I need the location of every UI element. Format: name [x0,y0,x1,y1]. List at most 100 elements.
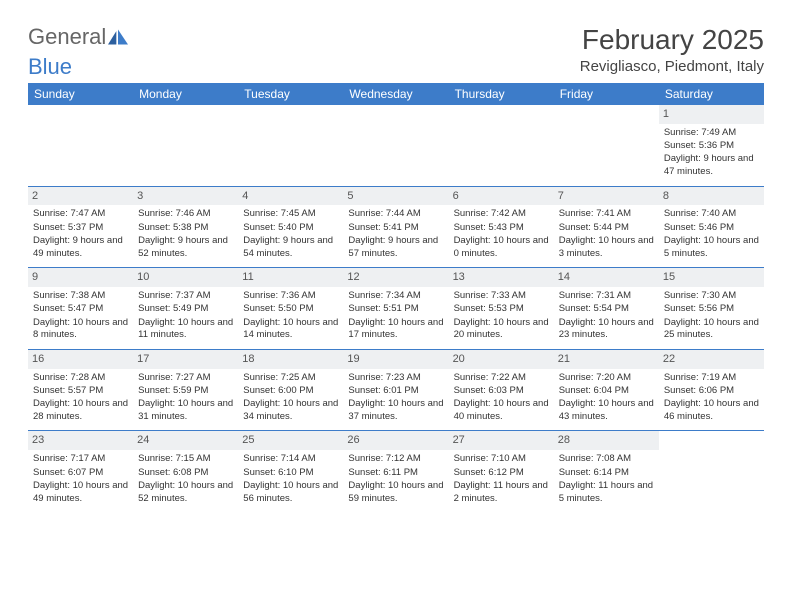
day-cell: 22 Sunrise: 7:19 AMSunset: 6:06 PMDayligh… [659,350,764,431]
day-info: Sunrise: 7:45 AMSunset: 5:40 PMDaylight:… [242,208,339,260]
day-number: 28 [554,431,659,450]
day-cell: 16Sunrise: 7:28 AMSunset: 5:57 PMDayligh… [28,350,133,431]
calendar-grid: SundayMondayTuesdayWednesdayThursdayFrid… [28,83,764,512]
daylight-line: Daylight: 10 hours and 23 minutes. [559,317,654,343]
sunset-line: Sunset: 5:50 PM [243,303,338,316]
sunset-line: Sunset: 5:44 PM [559,222,654,235]
day-cell: 5Sunrise: 7:44 AMSunset: 5:41 PMDaylight… [343,187,448,268]
sunrise-line: Sunrise: 7:37 AM [138,290,233,303]
daylight-line: Daylight: 9 hours and 49 minutes. [33,235,128,261]
daylight-line: Daylight: 10 hours and 3 minutes. [559,235,654,261]
day-info: Sunrise: 7:31 AMSunset: 5:54 PMDaylight:… [558,290,655,342]
week-row: 1 Sunrise: 7:49 AMSunset: 5:36 PMDaylight… [28,105,764,186]
daylight-line: Daylight: 10 hours and 5 minutes. [664,235,759,261]
sunrise-line: Sunrise: 7:23 AM [348,372,443,385]
day-number: 3 [133,187,238,206]
daylight-line: Daylight: 10 hours and 40 minutes. [454,398,549,424]
day-number: 22 [659,350,764,369]
day-info: Sunrise: 7:34 AMSunset: 5:51 PMDaylight:… [347,290,444,342]
sunset-line: Sunset: 5:37 PM [33,222,128,235]
day-cell: 17Sunrise: 7:27 AMSunset: 5:59 PMDayligh… [133,350,238,431]
sunrise-line: Sunrise: 7:20 AM [559,372,654,385]
sunrise-line: Sunrise: 7:27 AM [138,372,233,385]
sunrise-line: Sunrise: 7:19 AM [664,372,759,385]
sunset-line: Sunset: 6:00 PM [243,385,338,398]
daylight-line: Daylight: 9 hours and 52 minutes. [138,235,233,261]
sunset-line: Sunset: 5:43 PM [454,222,549,235]
week-row: 2Sunrise: 7:47 AMSunset: 5:37 PMDaylight… [28,186,764,268]
day-cell: 20Sunrise: 7:22 AMSunset: 6:03 PMDayligh… [449,350,554,431]
sunset-line: Sunset: 5:57 PM [33,385,128,398]
day-info: Sunrise: 7:49 AMSunset: 5:36 PMDaylight:… [663,127,760,179]
day-number: 23 [28,431,133,450]
day-cell: 27 Sunrise: 7:10 AMSunset: 6:12 PMDayligh… [449,431,554,512]
daylight-line: Daylight: 11 hours and 2 minutes. [454,480,549,506]
day-cell [554,105,659,186]
daylight-line: Daylight: 10 hours and 34 minutes. [243,398,338,424]
calendar-page: General February 2025 Revigliasco, Piedm… [0,0,792,536]
day-cell: 28 Sunrise: 7:08 AMSunset: 6:14 PMDayligh… [554,431,659,512]
sunrise-line: Sunrise: 7:25 AM [243,372,338,385]
sunset-line: Sunset: 5:53 PM [454,303,549,316]
sunrise-line: Sunrise: 7:28 AM [33,372,128,385]
day-info: Sunrise: 7:20 AMSunset: 6:04 PMDaylight:… [558,372,655,424]
sunrise-line: Sunrise: 7:10 AM [454,453,549,466]
day-number: 25 [238,431,343,450]
day-info: Sunrise: 7:08 AMSunset: 6:14 PMDaylight:… [558,453,655,505]
day-cell [133,105,238,186]
day-info: Sunrise: 7:38 AMSunset: 5:47 PMDaylight:… [32,290,129,342]
day-info: Sunrise: 7:28 AMSunset: 5:57 PMDaylight:… [32,372,129,424]
sunset-line: Sunset: 5:51 PM [348,303,443,316]
day-cell: 15Sunrise: 7:30 AMSunset: 5:56 PMDayligh… [659,268,764,349]
day-info: Sunrise: 7:37 AMSunset: 5:49 PMDaylight:… [137,290,234,342]
day-info: Sunrise: 7:19 AMSunset: 6:06 PMDaylight:… [663,372,760,424]
daylight-line: Daylight: 10 hours and 28 minutes. [33,398,128,424]
logo-text-2: Blue [28,54,72,80]
sunset-line: Sunset: 5:36 PM [664,140,759,153]
sunrise-line: Sunrise: 7:22 AM [454,372,549,385]
weekday-header-cell: Thursday [449,83,554,105]
day-cell [449,105,554,186]
daylight-line: Daylight: 9 hours and 47 minutes. [664,153,759,179]
day-number: 19 [343,350,448,369]
daylight-line: Daylight: 11 hours and 5 minutes. [559,480,654,506]
day-info: Sunrise: 7:30 AMSunset: 5:56 PMDaylight:… [663,290,760,342]
weekday-header-cell: Monday [133,83,238,105]
weekday-header-row: SundayMondayTuesdayWednesdayThursdayFrid… [28,83,764,105]
sunrise-line: Sunrise: 7:17 AM [33,453,128,466]
day-cell: 3Sunrise: 7:46 AMSunset: 5:38 PMDaylight… [133,187,238,268]
location-subtitle: Revigliasco, Piedmont, Italy [580,58,764,75]
day-cell: 14Sunrise: 7:31 AMSunset: 5:54 PMDayligh… [554,268,659,349]
sunrise-line: Sunrise: 7:33 AM [454,290,549,303]
day-number: 13 [449,268,554,287]
week-row: 16Sunrise: 7:28 AMSunset: 5:57 PMDayligh… [28,349,764,431]
day-number: 12 [343,268,448,287]
day-info: Sunrise: 7:41 AMSunset: 5:44 PMDaylight:… [558,208,655,260]
day-number: 26 [343,431,448,450]
sunset-line: Sunset: 5:49 PM [138,303,233,316]
weekday-header-cell: Sunday [28,83,133,105]
sunset-line: Sunset: 5:59 PM [138,385,233,398]
sunrise-line: Sunrise: 7:42 AM [454,208,549,221]
sunrise-line: Sunrise: 7:12 AM [348,453,443,466]
day-cell: 24Sunrise: 7:15 AMSunset: 6:08 PMDayligh… [133,431,238,512]
day-cell: 7Sunrise: 7:41 AMSunset: 5:44 PMDaylight… [554,187,659,268]
sunrise-line: Sunrise: 7:08 AM [559,453,654,466]
day-cell: 11Sunrise: 7:36 AMSunset: 5:50 PMDayligh… [238,268,343,349]
day-cell [659,431,764,512]
daylight-line: Daylight: 10 hours and 46 minutes. [664,398,759,424]
day-number: 1 [659,105,764,124]
daylight-line: Daylight: 10 hours and 49 minutes. [33,480,128,506]
daylight-line: Daylight: 10 hours and 31 minutes. [138,398,233,424]
sunrise-line: Sunrise: 7:49 AM [664,127,759,140]
day-cell [28,105,133,186]
day-number: 4 [238,187,343,206]
daylight-line: Daylight: 10 hours and 37 minutes. [348,398,443,424]
daylight-line: Daylight: 10 hours and 14 minutes. [243,317,338,343]
weekday-header-cell: Tuesday [238,83,343,105]
day-info: Sunrise: 7:10 AMSunset: 6:12 PMDaylight:… [453,453,550,505]
weeks-container: 1Sunrise: 7:49 AMSunset: 5:36 PMDaylight… [28,105,764,512]
weekday-header-cell: Friday [554,83,659,105]
day-number: 27 [449,431,554,450]
sunset-line: Sunset: 5:41 PM [348,222,443,235]
